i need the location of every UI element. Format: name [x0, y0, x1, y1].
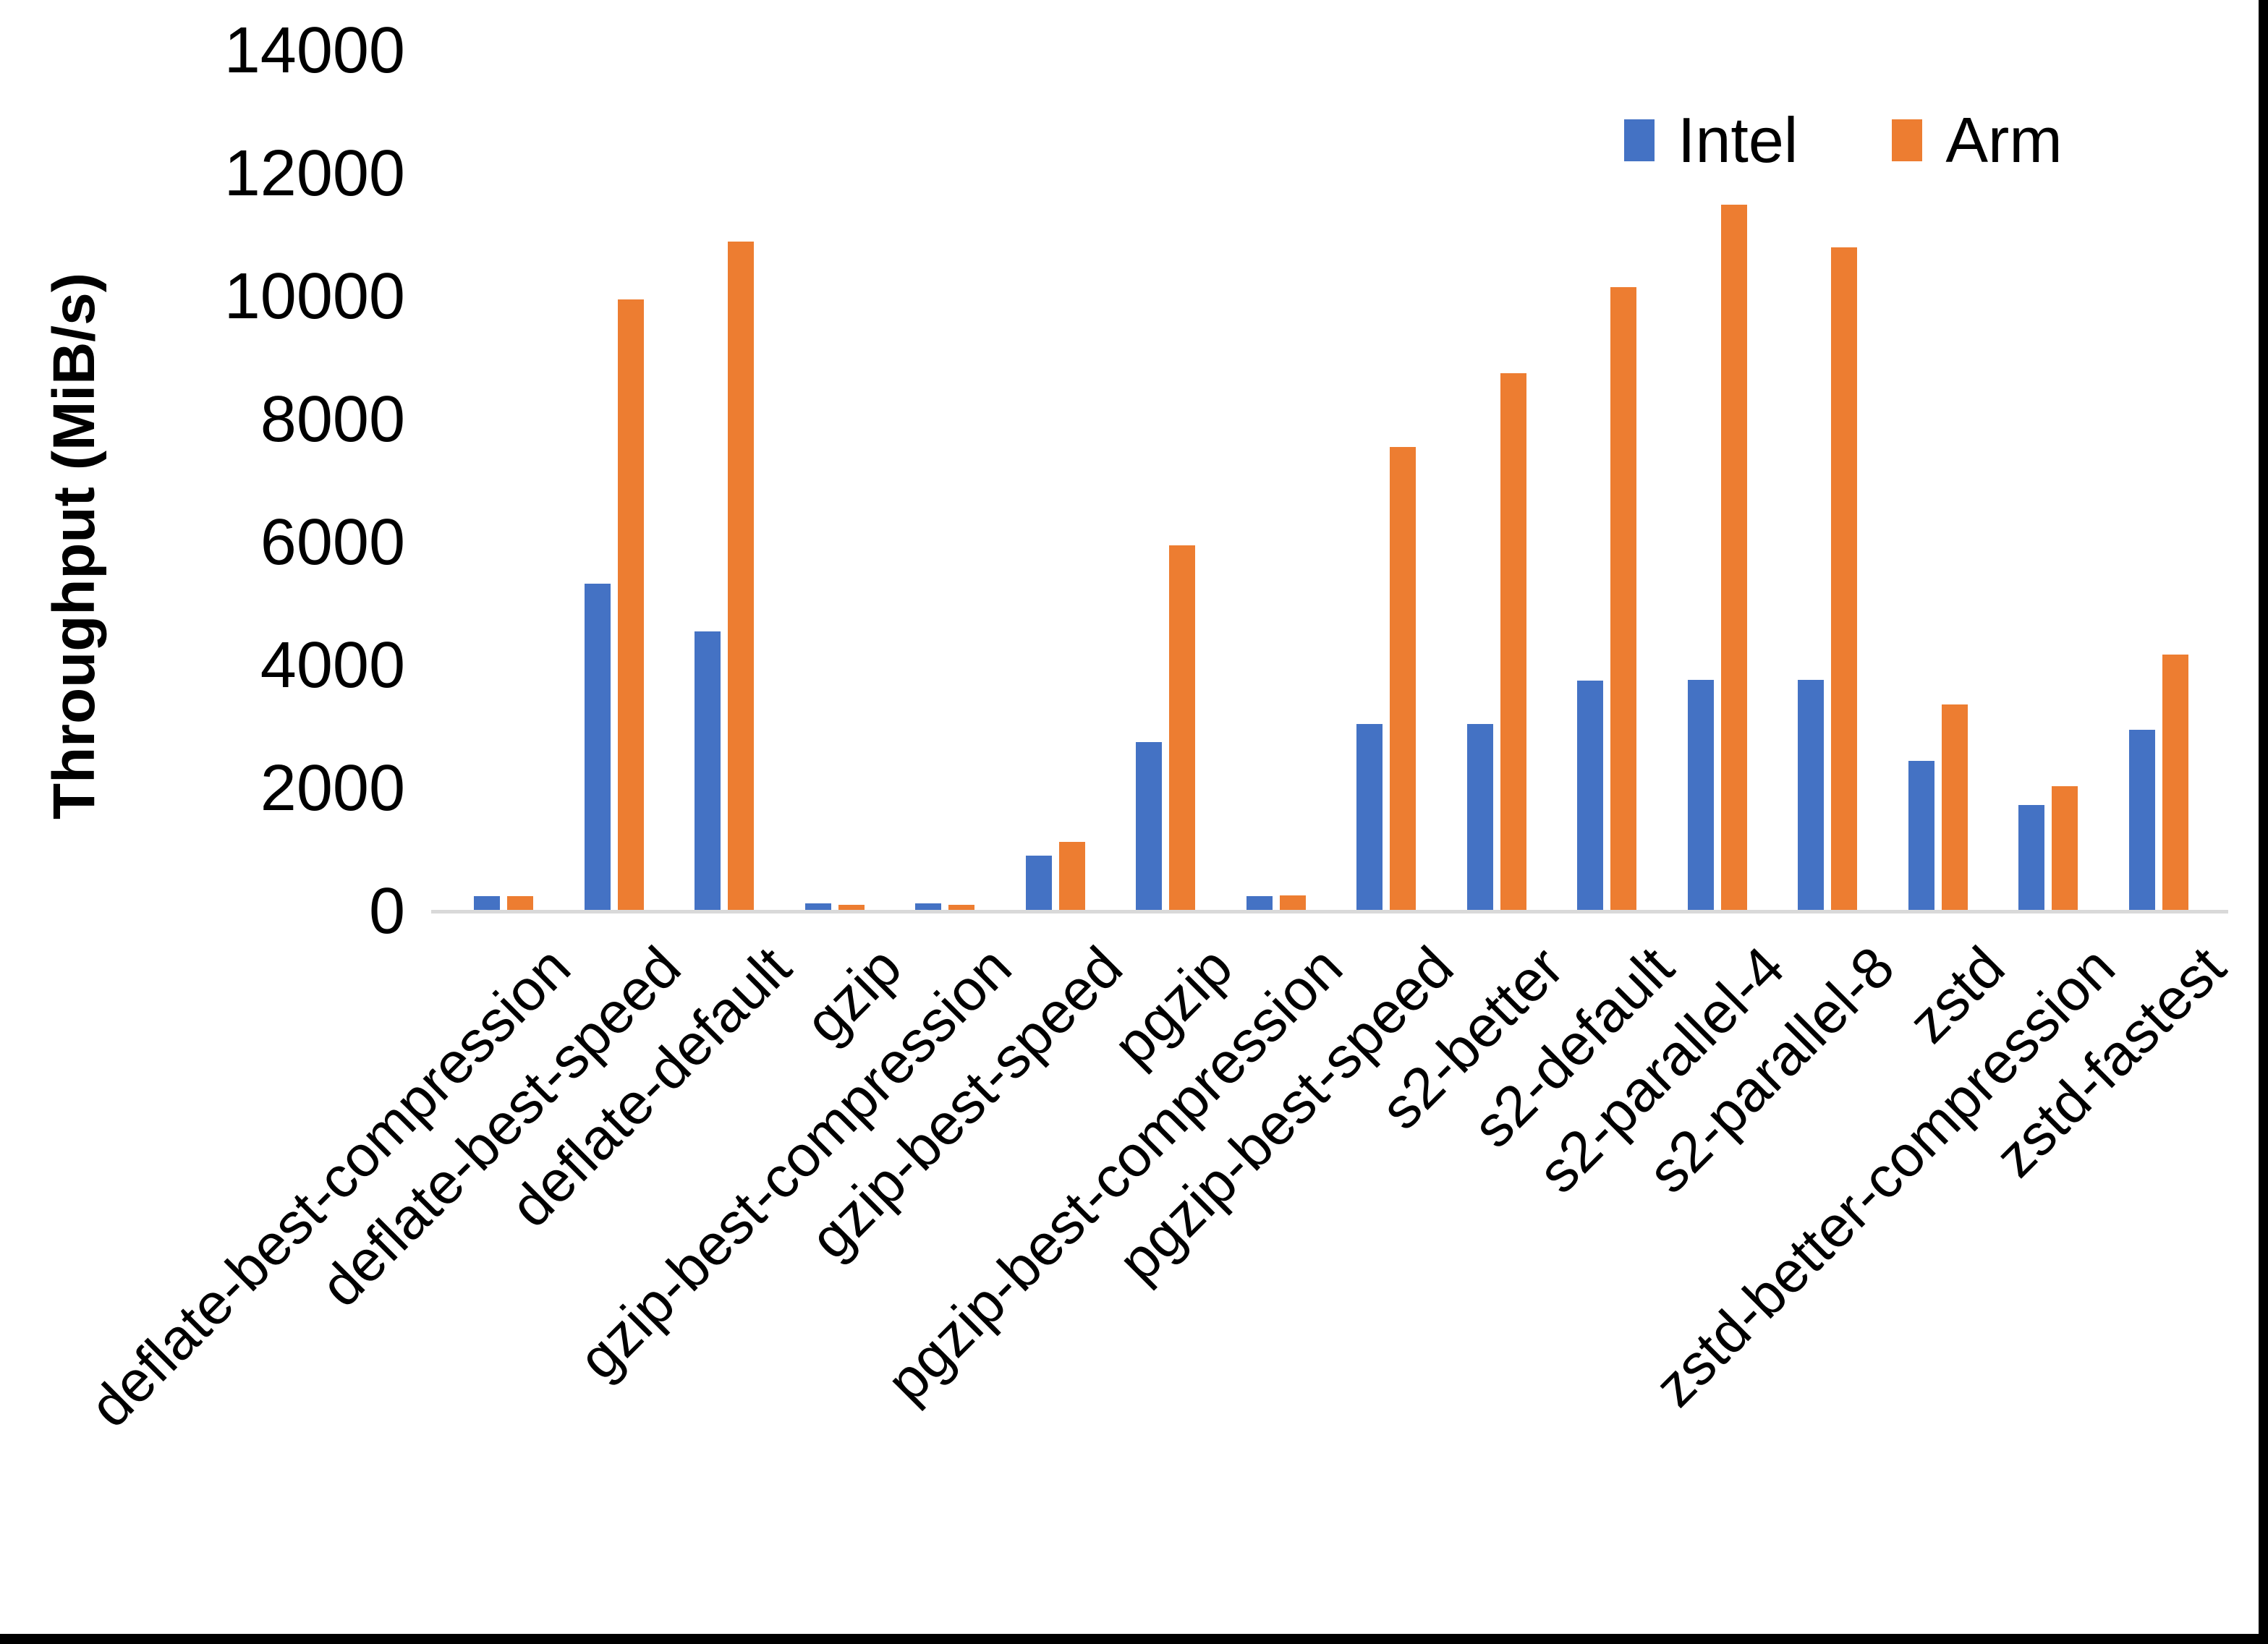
bar-intel-deflate-default [695, 631, 721, 911]
bar-arm-gzip-best-compression [948, 904, 975, 911]
bar-intel-s2-parallel-4 [1687, 680, 1714, 911]
y-tick-label-8000: 8000 [260, 383, 405, 456]
bar-intel-pgzip [1136, 742, 1163, 911]
screenshot-bottom-border [0, 1634, 2268, 1644]
bar-intel-pgzip-best-speed [1356, 723, 1383, 911]
bar-arm-pgzip [1169, 545, 1196, 911]
y-tick-label-6000: 6000 [260, 506, 405, 579]
bar-intel-zstd [1908, 760, 1934, 911]
y-axis-title: Throughput (MiB/s) [41, 272, 107, 820]
intel-legend-swatch-icon [1624, 119, 1655, 161]
bar-arm-zstd-fastest [2162, 654, 2188, 911]
bar-intel-deflate-best-compression [474, 895, 501, 911]
bar-intel-s2-parallel-8 [1798, 680, 1825, 911]
arm-legend-label: Arm [1945, 104, 2063, 176]
bar-intel-s2-better [1466, 723, 1493, 911]
bar-intel-zstd-fastest [2128, 730, 2155, 911]
bar-intel-deflate-best-speed [584, 583, 611, 911]
bar-arm-deflate-best-speed [617, 299, 644, 911]
x-axis-line [431, 910, 2228, 913]
bar-arm-zstd [1941, 704, 1968, 911]
bar-arm-zstd-better-compression [2052, 786, 2078, 911]
arm-legend-swatch-icon [1892, 119, 1923, 161]
y-tick-label-10000: 10000 [224, 260, 405, 333]
legend-item-intel: Intel [1624, 108, 1798, 172]
bar-arm-deflate-default [728, 241, 755, 911]
bar-intel-gzip-best-speed [1025, 855, 1052, 911]
bar-arm-s2-default [1610, 287, 1637, 911]
bar-arm-pgzip-best-compression [1279, 895, 1306, 911]
bar-intel-pgzip-best-compression [1246, 895, 1273, 911]
bar-intel-s2-default [1577, 681, 1604, 911]
y-tick-label-12000: 12000 [224, 137, 405, 210]
y-tick-label-14000: 14000 [224, 14, 405, 87]
legend-item-arm: Arm [1892, 104, 2063, 176]
y-tick-label-4000: 4000 [260, 629, 405, 702]
screenshot-right-border [2259, 0, 2268, 1644]
intel-legend-label: Intel [1678, 104, 1798, 176]
bar-arm-gzip [838, 905, 865, 911]
y-tick-label-0: 0 [368, 875, 405, 947]
bar-arm-s2-better [1500, 373, 1526, 911]
bar-intel-zstd-better-compression [2018, 804, 2045, 911]
bar-arm-s2-parallel-8 [1831, 247, 1858, 911]
bar-arm-gzip-best-speed [1058, 841, 1085, 911]
bar-arm-pgzip-best-speed [1390, 447, 1417, 911]
legend: Intel Arm [1624, 108, 2063, 172]
bar-arm-s2-parallel-4 [1720, 204, 1747, 911]
bar-intel-gzip [804, 903, 831, 911]
bar-intel-gzip-best-compression [915, 903, 942, 911]
bar-arm-deflate-best-compression [507, 895, 534, 911]
y-tick-label-2000: 2000 [260, 752, 405, 825]
